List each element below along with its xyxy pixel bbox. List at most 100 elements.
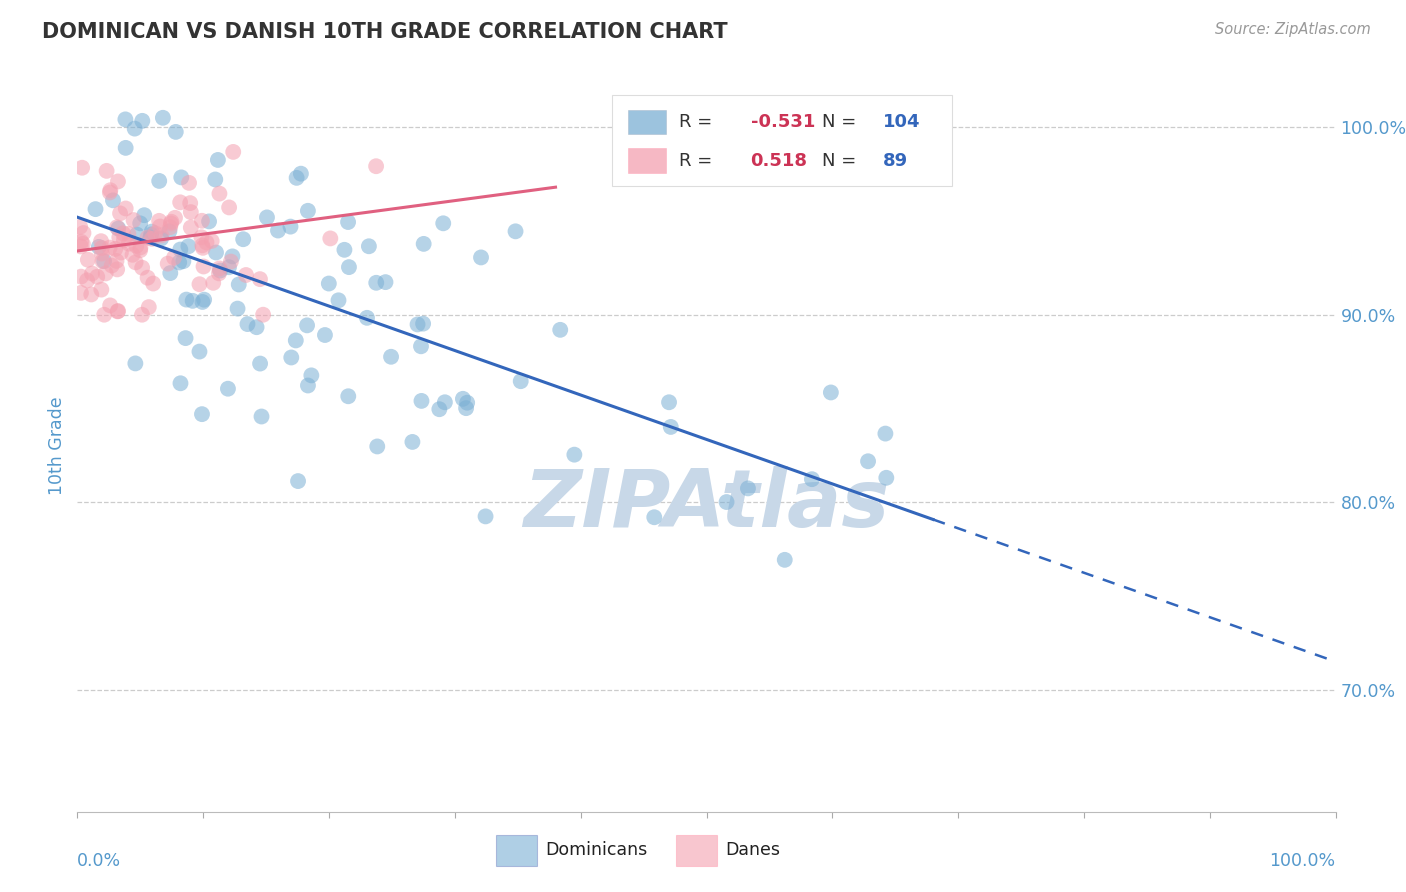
Point [124,255,146,269]
Point [181,293,204,308]
Point [193,293,215,307]
Point [112,227,135,241]
Point [217,382,239,396]
Point [401,434,423,449]
Point [72,236,94,251]
Point [90,283,112,297]
Point [290,167,312,181]
Point [564,448,586,462]
Point [433,395,456,409]
Point [174,331,197,345]
Point [737,482,759,496]
Text: Danes: Danes [725,841,780,860]
Point [328,293,350,308]
Point [167,255,190,269]
Point [105,253,128,268]
Point [138,300,160,314]
Point [235,268,257,282]
Point [548,323,571,337]
Point [456,395,478,409]
Text: -0.531: -0.531 [751,113,815,131]
Point [658,395,681,409]
Point [114,141,136,155]
Point [98,186,121,200]
Point [456,401,478,416]
Point [108,230,131,244]
Text: 0.0%: 0.0% [77,852,121,870]
Point [180,205,202,219]
Point [205,245,228,260]
Point [280,351,302,365]
Point [299,368,322,383]
Point [80,267,103,281]
Point [121,248,143,262]
Text: N =: N = [823,113,862,131]
Point [150,228,173,243]
Point [93,254,115,268]
Point [170,170,193,185]
Point [208,261,231,276]
Point [118,236,141,251]
Text: 104: 104 [883,113,920,131]
Text: 0.518: 0.518 [751,152,807,169]
Point [314,328,336,343]
Point [72,226,94,240]
Point [875,471,897,485]
Point [191,238,214,252]
Point [245,320,267,334]
Point [105,220,128,235]
Point [163,211,186,225]
Point [409,339,432,353]
Point [297,378,319,392]
Point [169,243,191,257]
Point [177,239,200,253]
Point [366,440,388,454]
FancyBboxPatch shape [496,835,537,866]
Point [297,203,319,218]
Point [134,208,156,222]
Point [76,273,98,287]
Text: ZIPAtlas: ZIPAtlas [523,466,890,543]
Point [267,223,290,237]
Point [198,214,221,228]
Point [80,287,103,301]
Point [69,219,91,234]
Point [773,553,796,567]
Point [412,317,434,331]
Point [820,385,842,400]
Point [374,275,396,289]
Point [90,246,112,260]
Point [875,426,897,441]
Point [406,318,429,332]
Point [412,236,434,251]
Point [70,161,93,175]
Point [284,334,307,348]
Text: N =: N = [823,152,868,169]
Point [157,224,180,238]
Point [474,509,496,524]
Point [93,308,115,322]
Point [172,254,194,268]
Point [141,225,163,239]
Point [856,454,879,468]
Point [107,304,129,318]
Point [107,304,129,318]
Point [221,249,243,263]
Point [228,277,250,292]
Point [190,230,212,244]
Point [159,220,181,235]
Point [180,220,202,235]
Point [411,393,433,408]
Point [356,310,378,325]
Point [357,239,380,253]
Point [76,252,98,267]
Point [177,176,200,190]
Y-axis label: 10th Grade: 10th Grade [48,397,66,495]
Point [207,153,229,167]
Point [70,285,93,300]
Point [96,164,118,178]
Point [366,276,388,290]
Text: R =: R = [679,152,724,169]
Point [122,213,145,227]
Point [139,230,162,244]
